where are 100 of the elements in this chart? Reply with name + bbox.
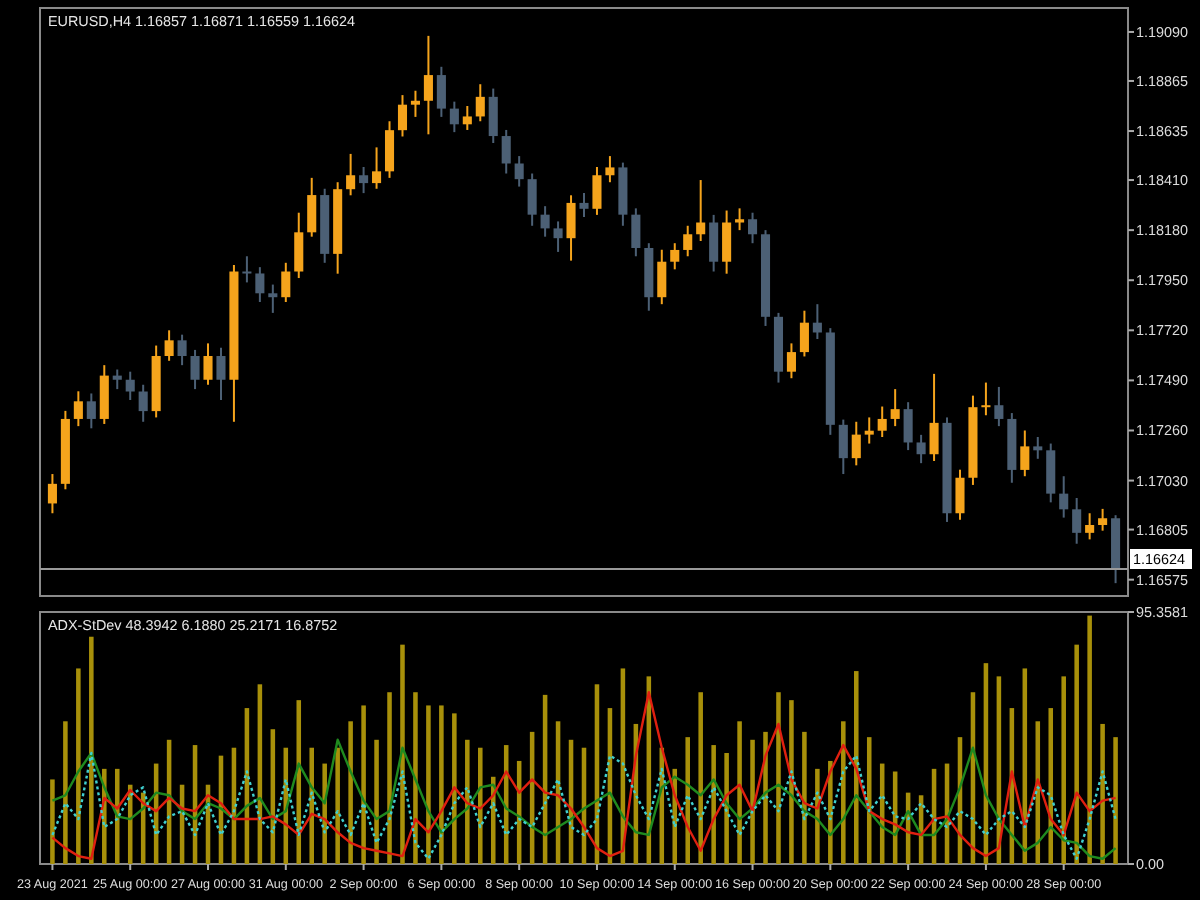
bar [361,705,366,864]
bar [1087,615,1092,864]
bar [750,739,755,864]
bar [776,692,781,864]
bar [866,737,872,864]
candlestick [994,385,1004,428]
candlestick [540,205,550,238]
candlestick [566,194,576,262]
candlestick [501,128,511,175]
candlestick [1072,497,1082,545]
bar [76,668,81,864]
bar [439,705,444,864]
bar [348,721,353,864]
candlestick [1046,442,1056,504]
bar [1061,676,1066,864]
bar [1048,708,1054,864]
bar [1074,644,1079,864]
candlestick [397,94,408,138]
candlestick [592,165,602,216]
candlestick [138,383,148,423]
candlestick [359,165,369,195]
candlestick [242,255,252,284]
candlestick [799,309,809,358]
bar [854,671,859,864]
candlestick [696,179,706,243]
candlestick [981,381,991,417]
candlestick [657,248,667,306]
bar [50,779,55,864]
candlestick [164,329,174,362]
candlestick [955,468,965,521]
candlestick [812,303,822,341]
bar [452,713,457,864]
candlestick [86,392,96,430]
bar [698,692,703,864]
candlestick [735,207,745,232]
candlestick [462,105,472,131]
bar [89,636,94,864]
candlestick [1020,429,1030,478]
candlestick [903,401,913,452]
candlestick [618,161,628,227]
candlestick [786,342,796,380]
candlestick [748,211,758,245]
candlestick [410,89,420,118]
candlestick [709,213,719,273]
bar [387,692,392,864]
candlestick [307,176,317,238]
candlestick [683,224,693,258]
bar [465,739,470,864]
candlestick [579,192,589,219]
candlestick [423,34,433,136]
candlestick [890,388,900,428]
candlestick [838,418,848,476]
candlestick [527,172,537,227]
candlestick [605,155,615,184]
candlestick [203,342,213,386]
candlestick [177,333,187,367]
candlestick [47,473,57,515]
candlestick [670,242,680,271]
candlestick [877,405,887,439]
candlestick [268,283,278,314]
bar [63,721,68,864]
candlestick [125,370,135,401]
candlestick [916,433,926,465]
candlestick [281,261,291,303]
candlestick [1098,507,1108,532]
candlestick [553,220,563,253]
candlestick [488,87,498,145]
bar [724,753,729,864]
bar [789,700,794,864]
bar [1100,723,1105,864]
bar [374,739,379,864]
candlestick [929,372,939,462]
bar [296,700,302,864]
bar [841,721,846,864]
bar [400,644,405,864]
candlestick [436,65,446,118]
candlestick [722,209,732,275]
candlestick [384,120,395,179]
candlestick [294,211,304,280]
candlestick [346,152,356,197]
bar [426,705,431,864]
candlestick [112,368,122,391]
candlestick [1059,475,1069,519]
bar [737,721,742,864]
candlestick [73,390,83,428]
candlestick [514,155,524,188]
candlestick [475,83,485,123]
bar [413,692,418,864]
bar [335,747,340,864]
candlestick [864,416,874,445]
candlestick [190,348,200,391]
candlestick [449,100,459,134]
candlestick [1085,512,1095,541]
bar [1113,737,1118,864]
candlestick [372,146,382,190]
candlestick [631,207,641,258]
candlestick [216,346,226,401]
bar [114,768,120,864]
bar [802,731,807,864]
candlestick [99,364,109,425]
